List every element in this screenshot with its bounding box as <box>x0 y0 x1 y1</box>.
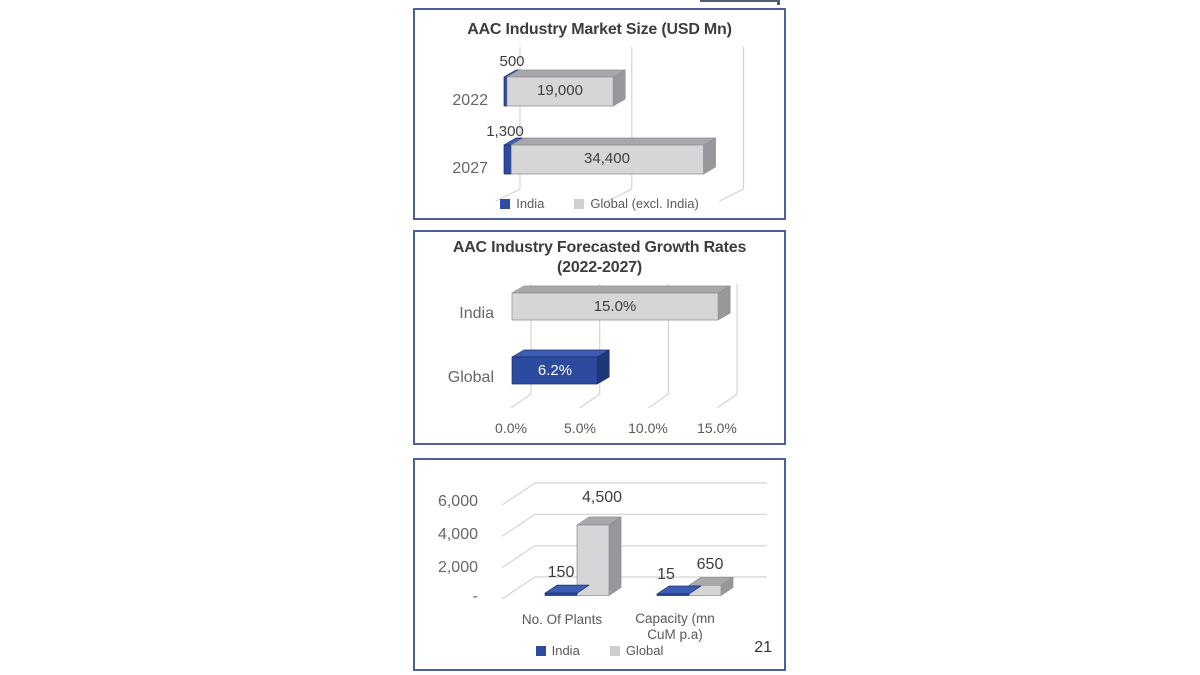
market-size-chart-panel: AAC Industry Market Size (USD Mn) 500 19… <box>413 8 786 220</box>
legend: India Global (excl. India) <box>415 196 784 211</box>
legend-label-india: India <box>516 196 545 211</box>
data-label-global-2022: 19,000 <box>537 82 583 99</box>
cropped-content-fragment <box>700 0 780 2</box>
data-label-global-plants: 4,500 <box>581 489 623 506</box>
india-swatch-icon <box>535 645 546 656</box>
cropped-content-fragment-corner <box>777 0 780 5</box>
india-swatch-icon <box>500 198 511 209</box>
global-swatch-icon <box>574 198 585 209</box>
plants-capacity-chart-panel: 6,000 4,000 2,000 - 150 4,500 15 650 No.… <box>413 458 786 671</box>
category-label-2027: 2027 <box>452 160 488 177</box>
y-tick-zero: - <box>472 588 478 605</box>
data-label-global-capacity: 650 <box>696 556 724 573</box>
category-label-global: Global <box>447 369 494 386</box>
data-label-india-2027: 1,300 <box>486 123 524 140</box>
category-label-india: India <box>459 305 494 322</box>
plants-capacity-plot <box>501 482 767 600</box>
legend-label-global: Global (excl. India) <box>590 196 699 211</box>
legend-label-india: India <box>551 643 580 658</box>
category-label-plants: No. Of Plants <box>521 612 603 627</box>
data-label-india-rate: 15.0% <box>593 298 637 315</box>
data-label-india-capacity: 15 <box>657 566 675 583</box>
x-tick-10: 10.0% <box>628 420 668 436</box>
x-tick-0: 0.0% <box>495 420 527 436</box>
x-tick-5: 5.0% <box>564 420 596 436</box>
page-number: 21 <box>754 639 772 656</box>
legend-item-india: India <box>500 196 544 211</box>
legend-label-global: Global <box>625 643 664 658</box>
category-label-capacity: Capacity (mn CuM p.a) <box>635 611 715 642</box>
global-swatch-icon <box>609 645 620 656</box>
growth-rates-chart-panel: AAC Industry Forecasted Growth Rates (20… <box>413 230 786 445</box>
category-label-2022: 2022 <box>452 92 488 109</box>
growth-rates-plot <box>510 284 738 409</box>
chart-title-line1: AAC Industry Forecasted Growth Rates <box>452 239 747 256</box>
legend: India Global <box>415 643 784 658</box>
market-size-plot <box>495 47 745 202</box>
data-label-india-2022: 500 <box>499 53 525 70</box>
data-label-global-2027: 34,400 <box>584 150 630 167</box>
x-tick-15: 15.0% <box>697 420 737 436</box>
y-tick-2000: 2,000 <box>437 559 478 576</box>
chart-title-line2: (2022-2027) <box>557 259 642 276</box>
y-tick-6000: 6,000 <box>437 493 478 510</box>
data-label-global-rate: 6.2% <box>537 362 573 379</box>
legend-item-india: India <box>535 643 580 658</box>
legend-item-global: Global <box>609 643 664 658</box>
legend-item-global: Global (excl. India) <box>574 196 699 211</box>
chart-title: AAC Industry Market Size (USD Mn) <box>467 21 732 38</box>
y-tick-4000: 4,000 <box>437 526 478 543</box>
data-label-india-plants: 150 <box>547 564 575 581</box>
